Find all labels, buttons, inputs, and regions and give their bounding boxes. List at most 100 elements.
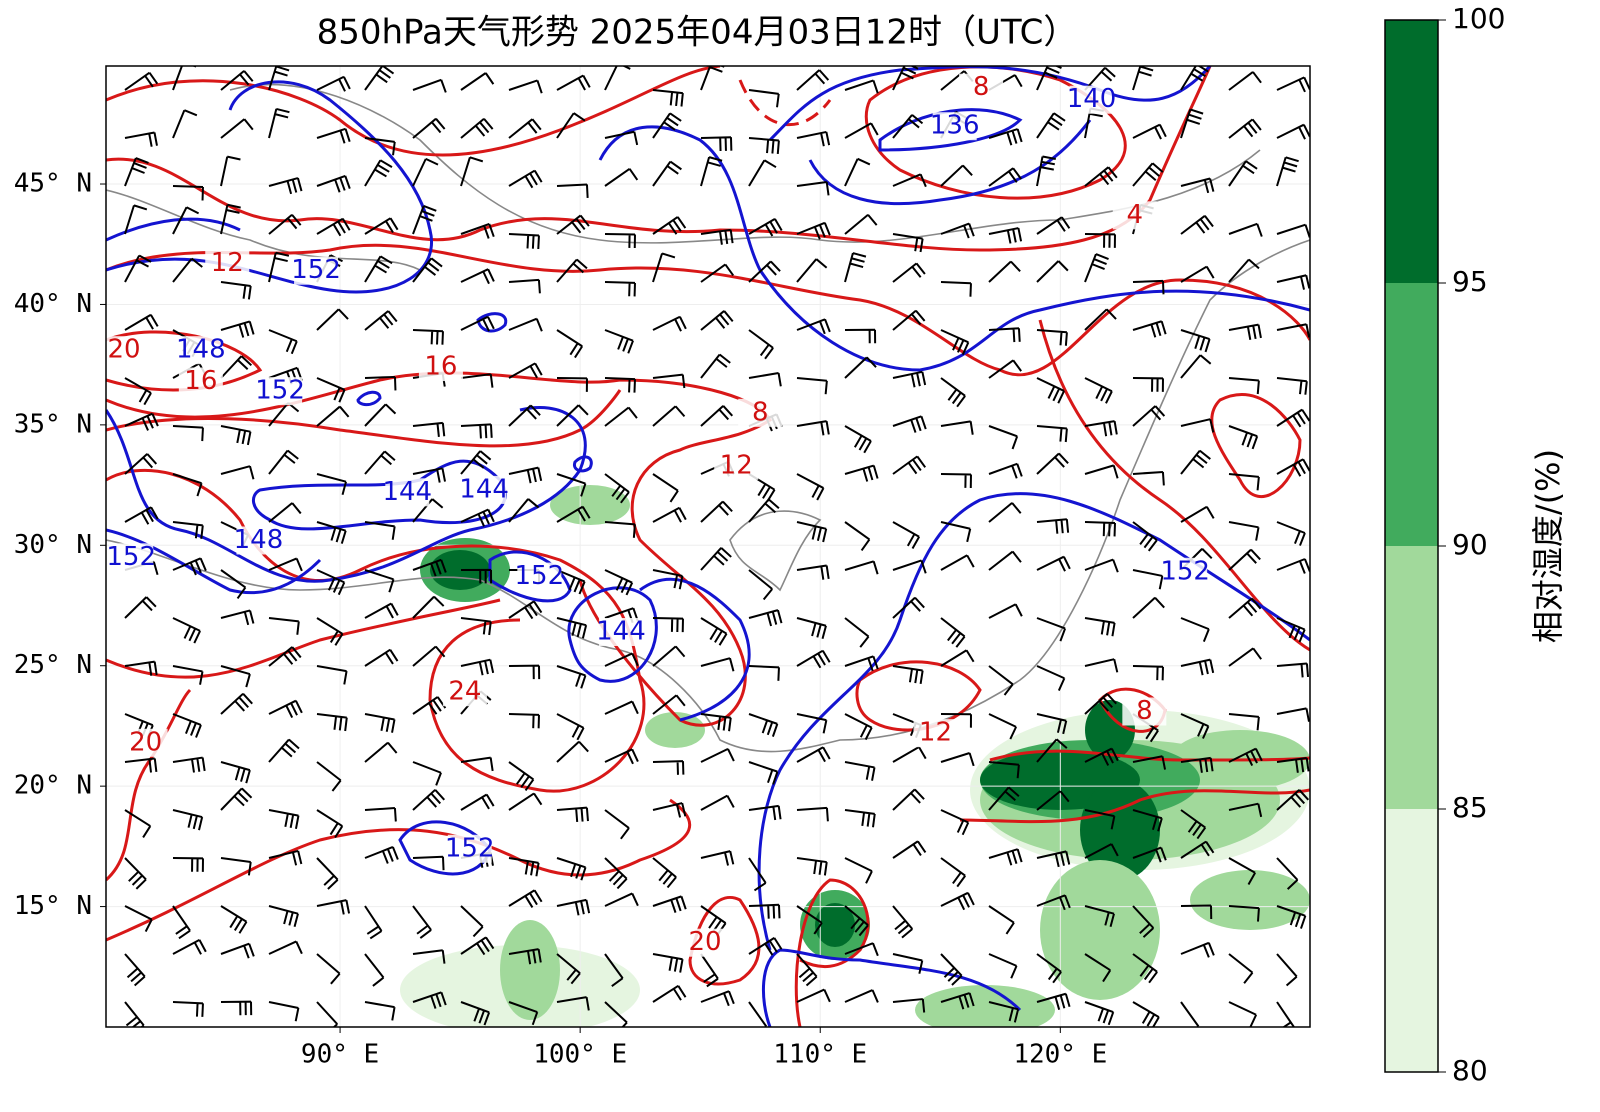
wind-barb [700, 263, 735, 283]
wind-barb [268, 177, 303, 195]
wind-barb [316, 761, 342, 792]
wind-barb [1180, 418, 1215, 433]
wind-barb [124, 1001, 145, 1027]
wind-barb [940, 809, 970, 836]
wind-barb [988, 359, 1022, 379]
wind-barb [556, 713, 585, 741]
wind-barb [844, 655, 879, 672]
wind-barb [508, 792, 543, 811]
wind-barb [1084, 420, 1118, 437]
wind-barb [1132, 569, 1164, 590]
wind-barb [748, 569, 773, 601]
wind-barb [220, 320, 255, 338]
wind-barb [1180, 354, 1212, 379]
wind-barb [172, 206, 200, 235]
label-bg [738, 398, 783, 427]
wind-barb [604, 857, 628, 890]
colorbar-tick-label: 85 [1452, 791, 1488, 824]
wind-barb [316, 473, 347, 496]
colorbar-tick-label: 90 [1452, 528, 1488, 561]
wind-barb [124, 905, 153, 933]
wind-barb [1036, 66, 1062, 91]
y-tick-label: 30° N [14, 530, 92, 560]
wind-barb [1132, 665, 1164, 681]
wind-barb [988, 953, 1018, 979]
wind-barb [508, 1001, 539, 1026]
wind-barb [124, 131, 158, 147]
wind-barb [796, 564, 830, 580]
wind-barb [700, 713, 732, 732]
wind-barb [508, 498, 540, 523]
wind-barb [508, 948, 542, 965]
wind-barb [844, 356, 877, 379]
wind-barb [460, 315, 495, 332]
y-tick-label: 45° N [14, 169, 92, 199]
wind-barb [316, 308, 349, 331]
borders [106, 83, 1310, 753]
wind-barb [796, 521, 828, 543]
wind-barb [988, 761, 1020, 779]
wind-barb [748, 329, 774, 360]
wind-barb [748, 857, 767, 892]
wind-barb [604, 1001, 628, 1027]
wind-barb [652, 160, 682, 187]
wind-barb [796, 180, 830, 196]
contour-label: 8 [973, 72, 990, 102]
wind-barb [1084, 693, 1117, 715]
wind-barb [316, 665, 348, 685]
wind-barb [844, 328, 877, 344]
wind-barb [1132, 123, 1167, 140]
wind-barb [124, 809, 152, 839]
wind-barb [1036, 665, 1066, 692]
wind-barb [1036, 617, 1067, 642]
wind-barb [652, 953, 684, 973]
wind-barb [412, 421, 446, 437]
wind-barb [268, 107, 290, 139]
wind-barb [1276, 617, 1306, 643]
wind-barb [1036, 790, 1070, 811]
wind-barb [604, 748, 639, 765]
wind-barb [172, 473, 203, 497]
wind-barb [988, 425, 1019, 450]
wind-barb [892, 905, 914, 939]
wind-barb [268, 251, 290, 283]
wind-barb [316, 617, 344, 646]
wind-barb [940, 329, 970, 356]
wind-barb [268, 940, 303, 955]
label-bg [123, 728, 168, 757]
wind-barb [220, 465, 255, 480]
wind-barb [1180, 840, 1215, 859]
contour-label: 148 [234, 525, 284, 555]
wind-barb [364, 953, 385, 987]
wind-barb [1036, 329, 1068, 346]
label-bg [913, 719, 958, 748]
wind-barb [700, 794, 735, 811]
wind-barb [460, 223, 495, 239]
wind-barb [796, 318, 831, 335]
wind-barb [700, 905, 727, 935]
wind-barb [1084, 377, 1113, 404]
label-bg [959, 73, 1004, 102]
wind-barb [220, 1000, 253, 1016]
wind-barb [1228, 548, 1261, 571]
wind-barb [460, 268, 495, 285]
wind-barb [604, 406, 638, 427]
wind-barb [364, 159, 393, 187]
wind-barb [1132, 809, 1163, 832]
wind-barb [460, 423, 493, 439]
wind-barb [364, 375, 397, 391]
wind-barb [124, 660, 158, 676]
colorbar-tick-label: 95 [1452, 265, 1488, 298]
wind-barb [988, 665, 1014, 696]
wind-barb [268, 66, 291, 91]
wind-barb [268, 449, 299, 475]
wind-barb [796, 69, 830, 91]
wind-barb [748, 137, 780, 155]
wind-barb [412, 329, 444, 345]
wind-barb [220, 203, 241, 235]
wind-barb [1276, 558, 1310, 574]
wind-barb [1180, 214, 1214, 235]
wind-barb [748, 713, 779, 737]
wind-barb [364, 741, 398, 763]
wind-barb [1180, 713, 1210, 739]
